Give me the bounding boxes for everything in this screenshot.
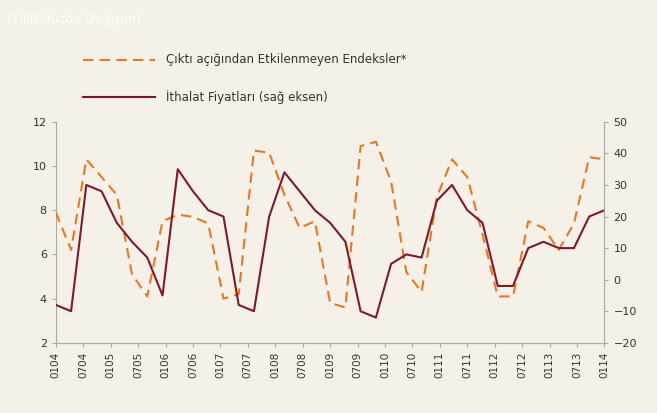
Text: İthalat Fiyatları (sağ eksen): İthalat Fiyatları (sağ eksen): [166, 90, 327, 104]
Text: (Yıllık Yüzde Değişim): (Yıllık Yüzde Değişim): [7, 14, 141, 26]
Text: Çıktı açığından Etkilenmeyen Endeksler*: Çıktı açığından Etkilenmeyen Endeksler*: [166, 53, 406, 66]
